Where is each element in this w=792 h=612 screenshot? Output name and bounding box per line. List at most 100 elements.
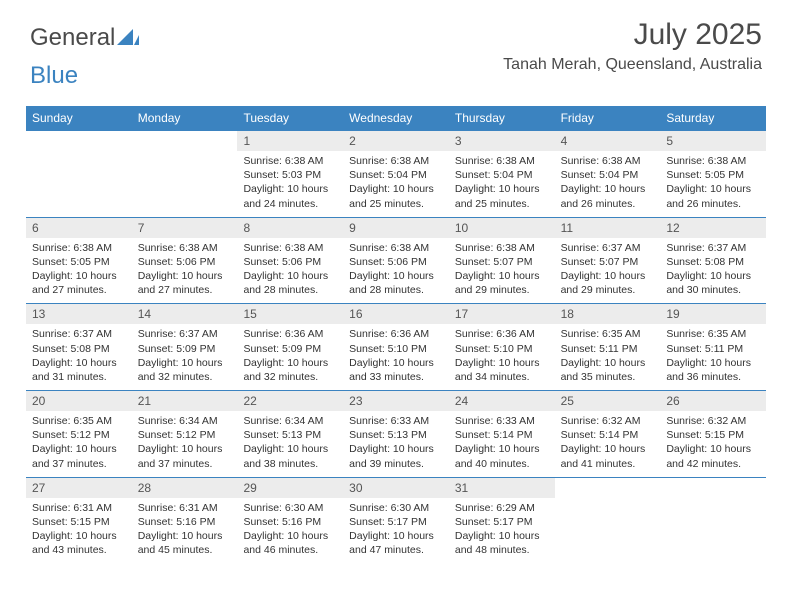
day-number: 18 [555, 304, 661, 324]
brand-logo: GeneralBlue [30, 24, 139, 90]
week-row: 13Sunrise: 6:37 AMSunset: 5:08 PMDayligh… [26, 303, 766, 390]
day-sunset: Sunset: 5:06 PM [349, 255, 443, 269]
day-sunset: Sunset: 5:14 PM [561, 428, 655, 442]
day-cell: 14Sunrise: 6:37 AMSunset: 5:09 PMDayligh… [132, 304, 238, 390]
day-number [132, 131, 238, 137]
day-number: 5 [660, 131, 766, 151]
day-sunset: Sunset: 5:07 PM [561, 255, 655, 269]
day-daylight1: Daylight: 10 hours [349, 442, 443, 456]
day-sunset: Sunset: 5:06 PM [243, 255, 337, 269]
day-daylight2: and 32 minutes. [138, 370, 232, 384]
day-number: 7 [132, 218, 238, 238]
month-title: July 2025 [503, 18, 762, 52]
day-cell [132, 131, 238, 217]
day-number: 24 [449, 391, 555, 411]
day-number: 10 [449, 218, 555, 238]
day-sunrise: Sunrise: 6:37 AM [561, 241, 655, 255]
day-body: Sunrise: 6:31 AMSunset: 5:16 PMDaylight:… [132, 498, 238, 564]
day-sunset: Sunset: 5:14 PM [455, 428, 549, 442]
day-sunrise: Sunrise: 6:30 AM [349, 501, 443, 515]
day-daylight2: and 45 minutes. [138, 543, 232, 557]
calendar: Sunday Monday Tuesday Wednesday Thursday… [26, 106, 766, 563]
day-body: Sunrise: 6:29 AMSunset: 5:17 PMDaylight:… [449, 498, 555, 564]
day-cell: 20Sunrise: 6:35 AMSunset: 5:12 PMDayligh… [26, 391, 132, 477]
week-row: 27Sunrise: 6:31 AMSunset: 5:15 PMDayligh… [26, 477, 766, 564]
day-daylight1: Daylight: 10 hours [349, 529, 443, 543]
day-daylight2: and 30 minutes. [666, 283, 760, 297]
day-body: Sunrise: 6:37 AMSunset: 5:07 PMDaylight:… [555, 238, 661, 304]
day-cell: 16Sunrise: 6:36 AMSunset: 5:10 PMDayligh… [343, 304, 449, 390]
day-number [26, 131, 132, 137]
day-sunrise: Sunrise: 6:36 AM [455, 327, 549, 341]
week-row: 6Sunrise: 6:38 AMSunset: 5:05 PMDaylight… [26, 217, 766, 304]
day-number: 26 [660, 391, 766, 411]
day-sunrise: Sunrise: 6:38 AM [455, 154, 549, 168]
day-cell: 22Sunrise: 6:34 AMSunset: 5:13 PMDayligh… [237, 391, 343, 477]
day-daylight1: Daylight: 10 hours [561, 182, 655, 196]
sail-icon [117, 24, 139, 52]
header-right: July 2025 Tanah Merah, Queensland, Austr… [503, 18, 762, 74]
day-cell: 8 Sunrise: 6:38 AMSunset: 5:06 PMDaylight… [237, 218, 343, 304]
brand-part1: General [30, 24, 115, 51]
day-number: 21 [132, 391, 238, 411]
day-number: 2 [343, 131, 449, 151]
day-body: Sunrise: 6:37 AMSunset: 5:09 PMDaylight:… [132, 324, 238, 390]
day-sunset: Sunset: 5:04 PM [561, 168, 655, 182]
day-cell [26, 131, 132, 217]
day-daylight2: and 37 minutes. [32, 457, 126, 471]
day-cell: 3Sunrise: 6:38 AMSunset: 5:04 PMDaylight… [449, 131, 555, 217]
day-sunset: Sunset: 5:04 PM [455, 168, 549, 182]
day-body: Sunrise: 6:30 AMSunset: 5:16 PMDaylight:… [237, 498, 343, 564]
day-daylight2: and 26 minutes. [561, 197, 655, 211]
day-body: Sunrise: 6:38 AMSunset: 5:03 PMDaylight:… [237, 151, 343, 217]
day-cell [660, 478, 766, 564]
week-row: 20Sunrise: 6:35 AMSunset: 5:12 PMDayligh… [26, 390, 766, 477]
day-sunrise: Sunrise: 6:31 AM [138, 501, 232, 515]
day-sunrise: Sunrise: 6:34 AM [243, 414, 337, 428]
day-daylight1: Daylight: 10 hours [243, 269, 337, 283]
day-number: 29 [237, 478, 343, 498]
weekday-header: Monday [132, 106, 238, 130]
page-header: GeneralBlue July 2025 Tanah Merah, Queen… [0, 0, 792, 96]
weekday-header: Saturday [660, 106, 766, 130]
day-daylight2: and 25 minutes. [349, 197, 443, 211]
day-number: 3 [449, 131, 555, 151]
weekday-header: Wednesday [343, 106, 449, 130]
day-cell: 29Sunrise: 6:30 AMSunset: 5:16 PMDayligh… [237, 478, 343, 564]
day-cell: 18Sunrise: 6:35 AMSunset: 5:11 PMDayligh… [555, 304, 661, 390]
day-daylight1: Daylight: 10 hours [138, 442, 232, 456]
day-cell: 9Sunrise: 6:38 AMSunset: 5:06 PMDaylight… [343, 218, 449, 304]
day-number [555, 478, 661, 484]
day-daylight1: Daylight: 10 hours [32, 529, 126, 543]
day-sunrise: Sunrise: 6:34 AM [138, 414, 232, 428]
day-sunrise: Sunrise: 6:37 AM [32, 327, 126, 341]
day-daylight2: and 48 minutes. [455, 543, 549, 557]
weekday-header: Tuesday [237, 106, 343, 130]
day-daylight2: and 38 minutes. [243, 457, 337, 471]
day-number: 23 [343, 391, 449, 411]
day-body: Sunrise: 6:34 AMSunset: 5:13 PMDaylight:… [237, 411, 343, 477]
day-body: Sunrise: 6:34 AMSunset: 5:12 PMDaylight:… [132, 411, 238, 477]
day-body: Sunrise: 6:33 AMSunset: 5:13 PMDaylight:… [343, 411, 449, 477]
day-cell: 5Sunrise: 6:38 AMSunset: 5:05 PMDaylight… [660, 131, 766, 217]
day-sunset: Sunset: 5:10 PM [349, 342, 443, 356]
day-number: 22 [237, 391, 343, 411]
brand-text: GeneralBlue [30, 24, 139, 90]
day-daylight2: and 43 minutes. [32, 543, 126, 557]
day-sunset: Sunset: 5:16 PM [138, 515, 232, 529]
day-sunset: Sunset: 5:10 PM [455, 342, 549, 356]
day-sunset: Sunset: 5:16 PM [243, 515, 337, 529]
day-body: Sunrise: 6:35 AMSunset: 5:12 PMDaylight:… [26, 411, 132, 477]
day-cell: 26Sunrise: 6:32 AMSunset: 5:15 PMDayligh… [660, 391, 766, 477]
day-sunset: Sunset: 5:13 PM [349, 428, 443, 442]
day-body: Sunrise: 6:38 AMSunset: 5:06 PMDaylight:… [343, 238, 449, 304]
day-daylight1: Daylight: 10 hours [138, 269, 232, 283]
day-cell: 1Sunrise: 6:38 AMSunset: 5:03 PMDaylight… [237, 131, 343, 217]
day-sunrise: Sunrise: 6:38 AM [243, 241, 337, 255]
day-daylight1: Daylight: 10 hours [138, 529, 232, 543]
day-daylight2: and 34 minutes. [455, 370, 549, 384]
day-sunrise: Sunrise: 6:38 AM [666, 154, 760, 168]
day-cell [555, 478, 661, 564]
day-number: 8 [237, 218, 343, 238]
weekday-header: Thursday [449, 106, 555, 130]
